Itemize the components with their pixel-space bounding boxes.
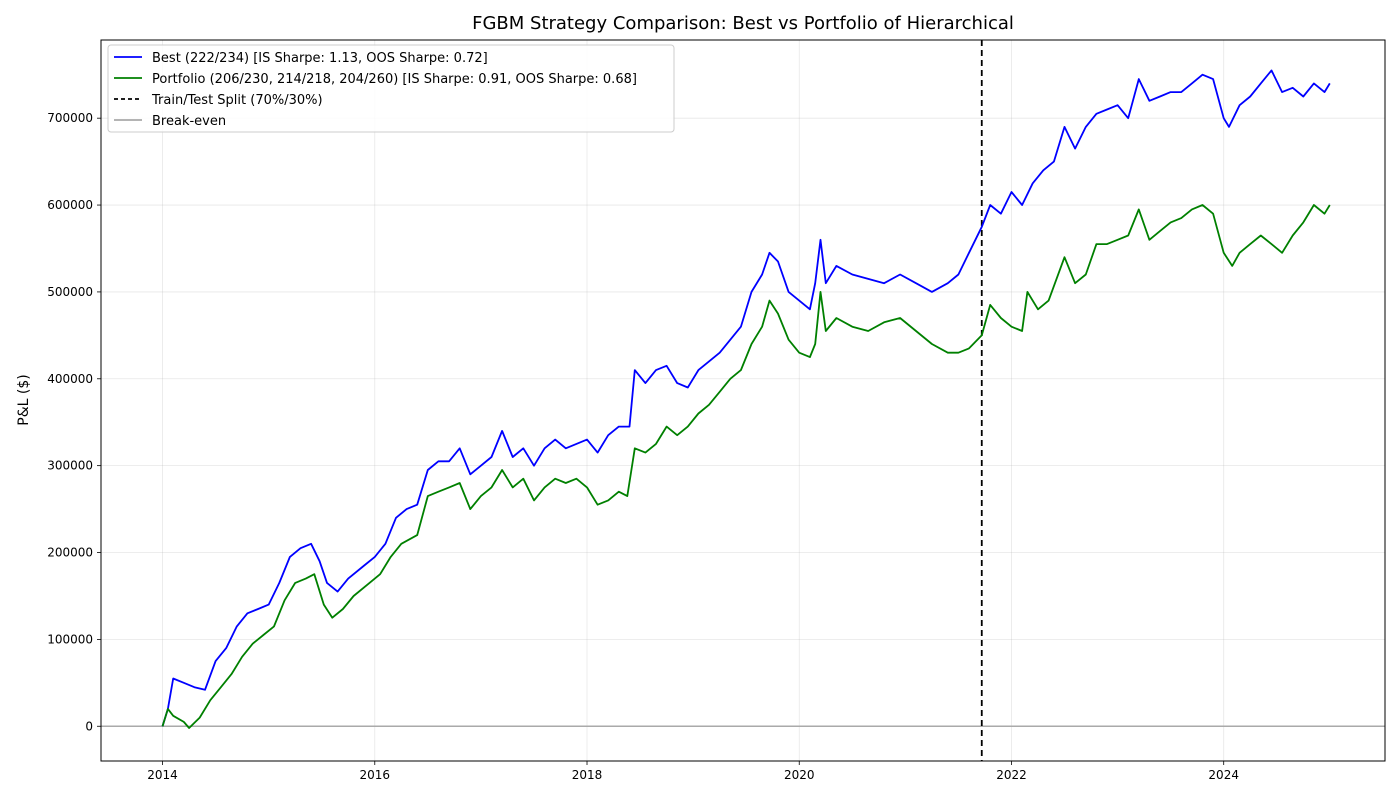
y-tick-label: 200000 bbox=[47, 546, 93, 560]
y-tick-label: 500000 bbox=[47, 285, 93, 299]
series-line-best bbox=[161, 69, 1331, 727]
x-tick-label: 2024 bbox=[1208, 768, 1239, 782]
y-tick-label: 700000 bbox=[47, 111, 93, 125]
x-tick-label: 2018 bbox=[572, 768, 603, 782]
plot-area-frame bbox=[100, 39, 1386, 762]
chart-legend: Best (222/234) [IS Sharpe: 1.13, OOS Sha… bbox=[107, 44, 675, 133]
legend-item-split-label: Train/Test Split (70%/30%) bbox=[151, 93, 323, 108]
y-axis-label: P&L ($) bbox=[16, 374, 32, 425]
y-axis-ticks: 0 100000 200000 300000 400000 500000 600000 700… bbox=[47, 111, 101, 733]
legend-item-break-even-label: Break-even bbox=[152, 114, 226, 129]
y-tick-label: 0 bbox=[85, 719, 93, 733]
y-tick-label: 400000 bbox=[47, 372, 93, 386]
legend-box bbox=[107, 44, 675, 133]
chart-title: FGBM Strategy Comparison: Best vs Portfo… bbox=[472, 13, 1014, 34]
legend-item-best-label: Best (222/234) [IS Sharpe: 1.13, OOS Sha… bbox=[152, 51, 488, 66]
x-tick-label: 2016 bbox=[360, 768, 391, 782]
grid-lines bbox=[101, 40, 1385, 761]
x-axis-ticks: 2014 2016 2018 2020 2022 2024 bbox=[147, 761, 1239, 782]
y-tick-label: 100000 bbox=[47, 632, 93, 646]
data-series bbox=[161, 69, 1331, 729]
reference-lines bbox=[101, 40, 1385, 761]
x-tick-label: 2014 bbox=[147, 768, 178, 782]
y-tick-label: 600000 bbox=[47, 198, 93, 212]
x-tick-label: 2020 bbox=[784, 768, 815, 782]
y-tick-label: 300000 bbox=[47, 459, 93, 473]
x-tick-label: 2022 bbox=[996, 768, 1027, 782]
legend-item-portfolio-label: Portfolio (206/230, 214/218, 204/260) [I… bbox=[152, 72, 637, 87]
series-line-portfolio bbox=[161, 204, 1331, 729]
